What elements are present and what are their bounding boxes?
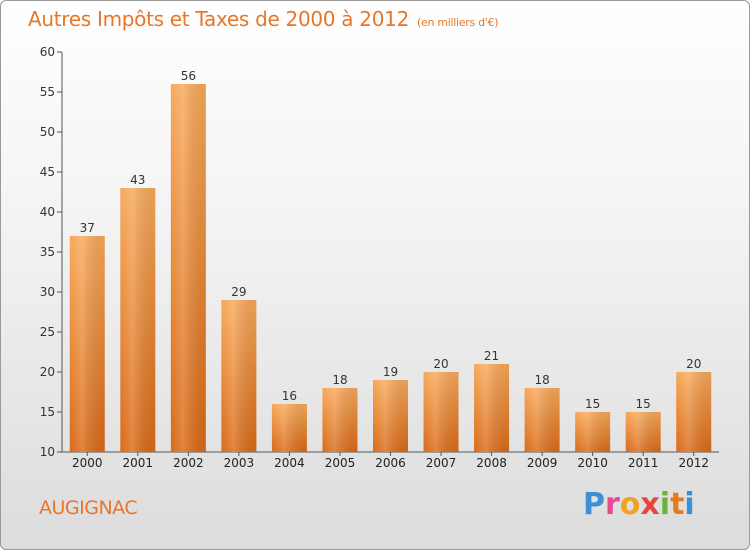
logo-letter: r bbox=[605, 487, 620, 522]
y-tick-label: 25 bbox=[40, 325, 55, 339]
y-tick-label: 15 bbox=[40, 405, 55, 419]
logo-letter: i bbox=[684, 487, 695, 522]
chart-title: Autres Impôts et Taxes de 2000 à 2012 (en… bbox=[28, 7, 498, 31]
place-name: AUGIGNAC bbox=[39, 497, 138, 519]
bar-sheen-2005 bbox=[322, 388, 358, 452]
data-label-2006: 19 bbox=[383, 365, 398, 379]
data-label-2009: 18 bbox=[534, 373, 549, 387]
bar-sheen-2007 bbox=[423, 372, 459, 452]
x-tick-label: 2004 bbox=[274, 456, 305, 470]
proxiti-logo: Proxiti bbox=[583, 487, 695, 522]
data-label-2012: 20 bbox=[686, 357, 701, 371]
x-tick-label: 2007 bbox=[426, 456, 457, 470]
y-tick-label: 35 bbox=[40, 245, 55, 259]
logo-letter: o bbox=[619, 487, 641, 522]
y-tick-label: 55 bbox=[40, 85, 55, 99]
y-tick-label: 30 bbox=[40, 285, 55, 299]
data-label-2002: 56 bbox=[181, 69, 196, 83]
x-tick-label: 2008 bbox=[476, 456, 507, 470]
data-label-2008: 21 bbox=[484, 349, 499, 363]
logo-letter: t bbox=[670, 487, 685, 522]
x-tick-label: 2011 bbox=[628, 456, 659, 470]
x-tick-label: 2001 bbox=[123, 456, 154, 470]
y-tick-label: 40 bbox=[40, 205, 55, 219]
bar-sheen-2009 bbox=[524, 388, 560, 452]
x-tick-label: 2000 bbox=[72, 456, 103, 470]
data-label-2003: 29 bbox=[231, 285, 246, 299]
x-tick-label: 2012 bbox=[678, 456, 709, 470]
bar-sheen-2000 bbox=[69, 236, 105, 452]
x-tick-label: 2005 bbox=[325, 456, 356, 470]
bar-sheen-2008 bbox=[474, 364, 510, 452]
data-label-2005: 18 bbox=[332, 373, 347, 387]
logo-letter: x bbox=[640, 487, 660, 522]
data-labels: 37 43 56 29 16 18 19 20 21 18 15 15 20 bbox=[80, 69, 702, 411]
bars bbox=[69, 84, 712, 452]
bar-sheen-2012 bbox=[676, 372, 712, 452]
x-tick-label: 2002 bbox=[173, 456, 204, 470]
y-tick-label: 10 bbox=[40, 445, 55, 459]
bar-sheen-2002 bbox=[170, 84, 206, 452]
data-label-2010: 15 bbox=[585, 397, 600, 411]
x-tick-label: 2003 bbox=[224, 456, 255, 470]
x-tick-label: 2006 bbox=[375, 456, 406, 470]
data-label-2001: 43 bbox=[130, 173, 145, 187]
y-tick-label: 50 bbox=[40, 125, 55, 139]
axes: 10 15 20 25 30 35 40 45 50 55 60 2000 2001 2002 2003 20… bbox=[40, 45, 719, 470]
y-tick-label: 60 bbox=[40, 45, 55, 59]
bar-sheen-2003 bbox=[221, 300, 257, 452]
y-tick-label: 45 bbox=[40, 165, 55, 179]
logo-letter: i bbox=[659, 487, 671, 522]
data-label-2007: 20 bbox=[433, 357, 448, 371]
bar-sheen-2001 bbox=[120, 188, 156, 452]
y-tick-label: 20 bbox=[40, 365, 55, 379]
x-tick-label: 2010 bbox=[577, 456, 608, 470]
data-label-2004: 16 bbox=[282, 389, 297, 403]
bar-sheen-2011 bbox=[625, 412, 661, 452]
bar-sheen-2004 bbox=[271, 404, 307, 452]
chart-title-text: Autres Impôts et Taxes de 2000 à 2012 bbox=[28, 7, 409, 31]
data-label-2000: 37 bbox=[80, 221, 95, 235]
chart-title-unit: (en milliers d'€) bbox=[417, 16, 499, 29]
bar-sheen-2006 bbox=[373, 380, 408, 452]
data-label-2011: 15 bbox=[636, 397, 651, 411]
x-tick-label: 2009 bbox=[527, 456, 558, 470]
logo-letter: P bbox=[583, 487, 605, 522]
bar-sheen-2010 bbox=[575, 412, 611, 452]
